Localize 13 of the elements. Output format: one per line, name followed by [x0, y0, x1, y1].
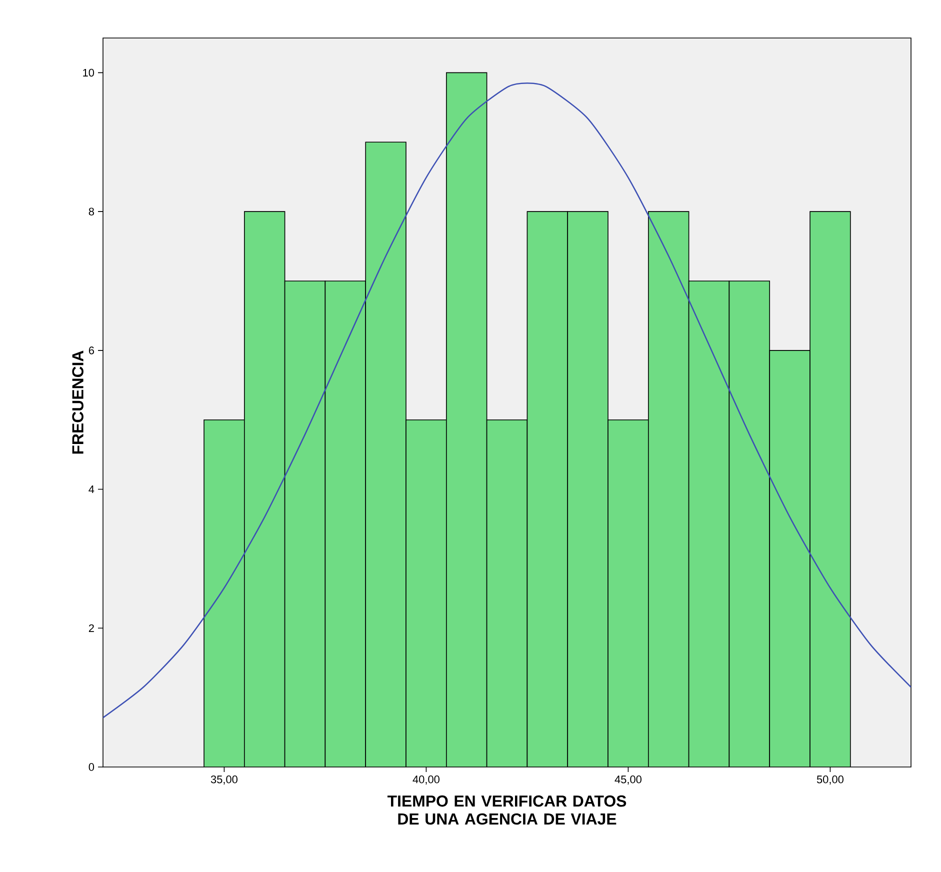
y-tick-label: 0: [88, 763, 94, 771]
x-tick-label: 35,00: [210, 776, 238, 785]
x-axis-title: TIEMPO EN VERIFICAR DATOS DE UNA AGENCIA DE VIAJE: [387, 795, 626, 825]
y-tick-label: 10: [83, 68, 94, 77]
y-tick-label: 6: [88, 346, 94, 354]
y-tick-label: 8: [88, 208, 94, 216]
y-axis-title: FRECUENCIA: [72, 350, 84, 454]
y-tick-label: 2: [88, 624, 94, 632]
x-tick-label: 45,00: [614, 776, 642, 785]
x-tick-label: 40,00: [412, 776, 440, 785]
y-tick-label: 4: [88, 486, 94, 494]
line-series: [103, 82, 912, 718]
x-tick-label: 50,00: [816, 776, 844, 785]
